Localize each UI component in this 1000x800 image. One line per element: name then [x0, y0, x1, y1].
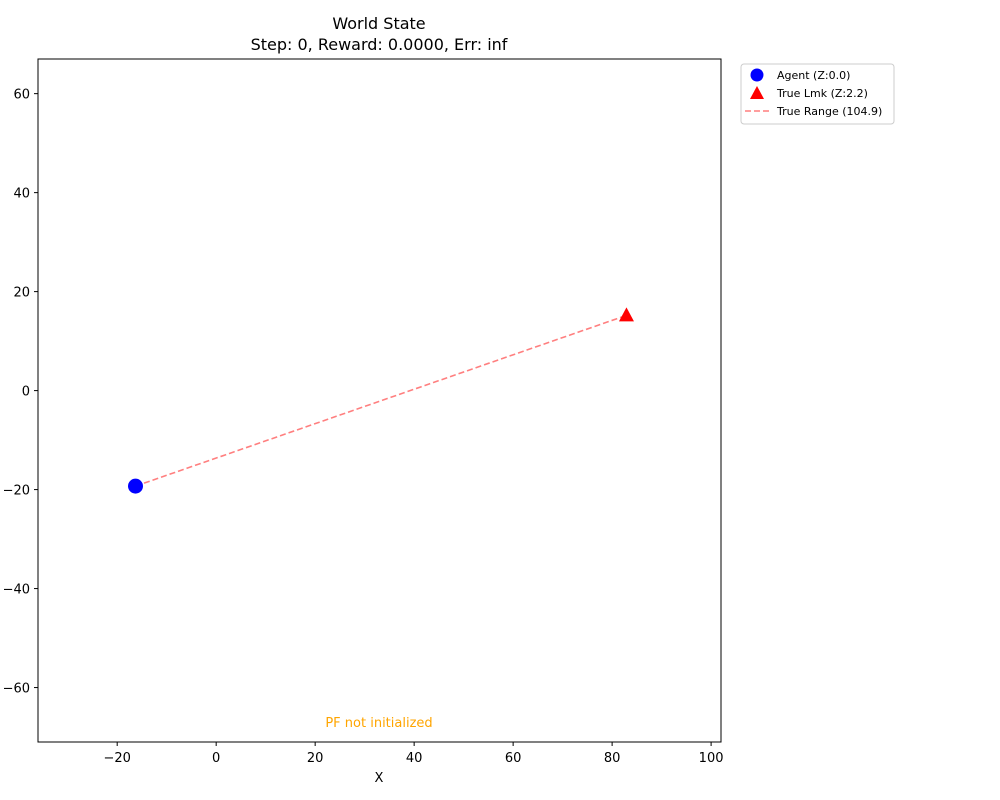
- legend-label: True Lmk (Z:2.2): [776, 87, 868, 100]
- chart-title: World State: [332, 14, 425, 33]
- y-tick-label: 20: [13, 286, 30, 301]
- y-tick-label: 0: [22, 385, 30, 400]
- chart-subtitle: Step: 0, Reward: 0.0000, Err: inf: [251, 35, 508, 54]
- x-tick-label: 40: [406, 751, 423, 766]
- x-tick-label: 60: [505, 751, 522, 766]
- y-tick-label: 40: [13, 187, 30, 202]
- y-axis: −60 −40 −20 0 20 40 60: [3, 88, 38, 697]
- legend-label: True Range (104.9): [776, 105, 882, 118]
- legend: Agent (Z:0.0) True Lmk (Z:2.2) True Range …: [740, 63, 895, 125]
- legend-frame: [740, 63, 895, 125]
- true-range-line: [135, 314, 627, 487]
- agent-marker: [128, 478, 144, 494]
- axes-frame: [37, 58, 722, 743]
- x-tick-label: −20: [103, 751, 130, 766]
- legend-agent-marker: [750, 68, 764, 82]
- legend-label: Agent (Z:0.0): [777, 69, 850, 82]
- x-axis: −20 0 20 40 60 80 100: [103, 742, 724, 766]
- pf-status-annotation: PF not initialized: [325, 716, 432, 731]
- y-tick-label: −60: [3, 682, 30, 697]
- legend-landmark-marker: [750, 86, 764, 99]
- plot-area: [128, 307, 634, 494]
- x-tick-label: 0: [212, 751, 220, 766]
- y-tick-label: 60: [13, 88, 30, 103]
- x-tick-label: 80: [604, 751, 621, 766]
- x-tick-label: 100: [699, 751, 724, 766]
- true-landmark-marker: [618, 307, 634, 322]
- y-tick-label: −20: [3, 484, 30, 499]
- y-tick-label: −40: [3, 583, 30, 598]
- x-tick-label: 20: [307, 751, 324, 766]
- x-axis-label: X: [375, 771, 384, 786]
